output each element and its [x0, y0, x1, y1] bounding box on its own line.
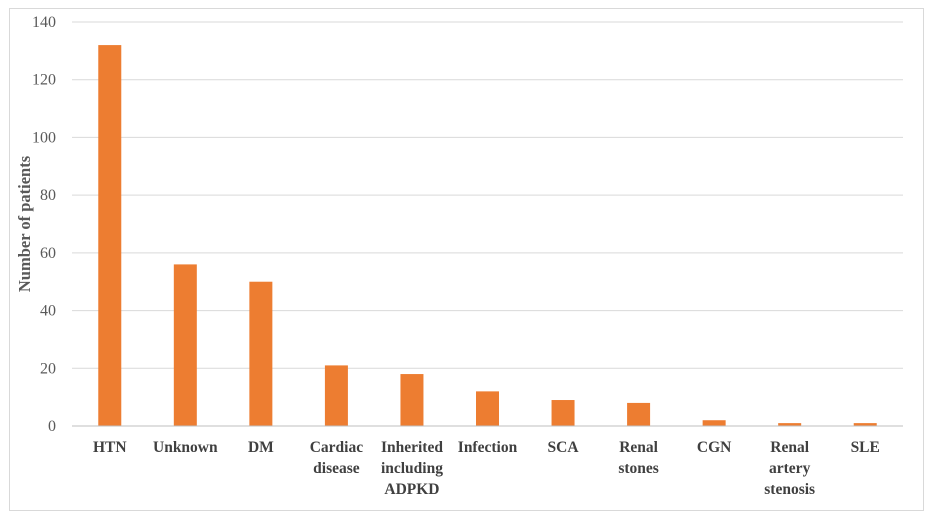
bar: [627, 402, 651, 426]
y-tick-label: 60: [40, 245, 56, 262]
x-axis-labels: HTN Unknown DM Cardiac disease Inherited inclu…: [93, 439, 880, 498]
bar: [249, 281, 273, 426]
bar: [324, 365, 348, 426]
bar: [702, 420, 726, 426]
y-axis-label: Number of patients: [15, 155, 34, 292]
y-axis-ticks: 0 20 40 60 80 100 120 140: [32, 14, 56, 435]
y-tick-label: 20: [40, 360, 56, 377]
gridlines: [72, 21, 903, 369]
x-category-label: Inherited including ADPKD: [381, 439, 443, 498]
y-tick-label: 40: [40, 303, 56, 320]
bars: [98, 45, 877, 426]
x-category-label: Cardiac disease: [310, 439, 364, 477]
bar: [551, 400, 575, 426]
x-category-label: Renal artery stenosis: [764, 439, 815, 498]
x-category-label: DM: [248, 439, 274, 456]
x-category-label: CGN: [697, 439, 731, 456]
chart-frame: [9, 8, 924, 511]
y-tick-label: 80: [40, 187, 56, 204]
x-category-label: SCA: [548, 439, 580, 456]
x-category-label: HTN: [93, 439, 127, 456]
bar: [778, 423, 802, 426]
y-tick-label: 100: [32, 129, 56, 146]
y-tick-label: 0: [48, 418, 56, 435]
bar: [476, 391, 499, 426]
bar: [853, 423, 877, 426]
x-category-label: Infection: [458, 439, 518, 456]
bar: [173, 264, 197, 426]
x-category-label: SLE: [851, 439, 880, 456]
y-tick-label: 120: [32, 72, 56, 89]
bar: [400, 374, 424, 426]
bar: [98, 45, 122, 426]
x-category-label: Renal stones: [618, 439, 658, 477]
y-tick-label: 140: [32, 14, 56, 31]
x-category-label: Unknown: [153, 439, 218, 456]
